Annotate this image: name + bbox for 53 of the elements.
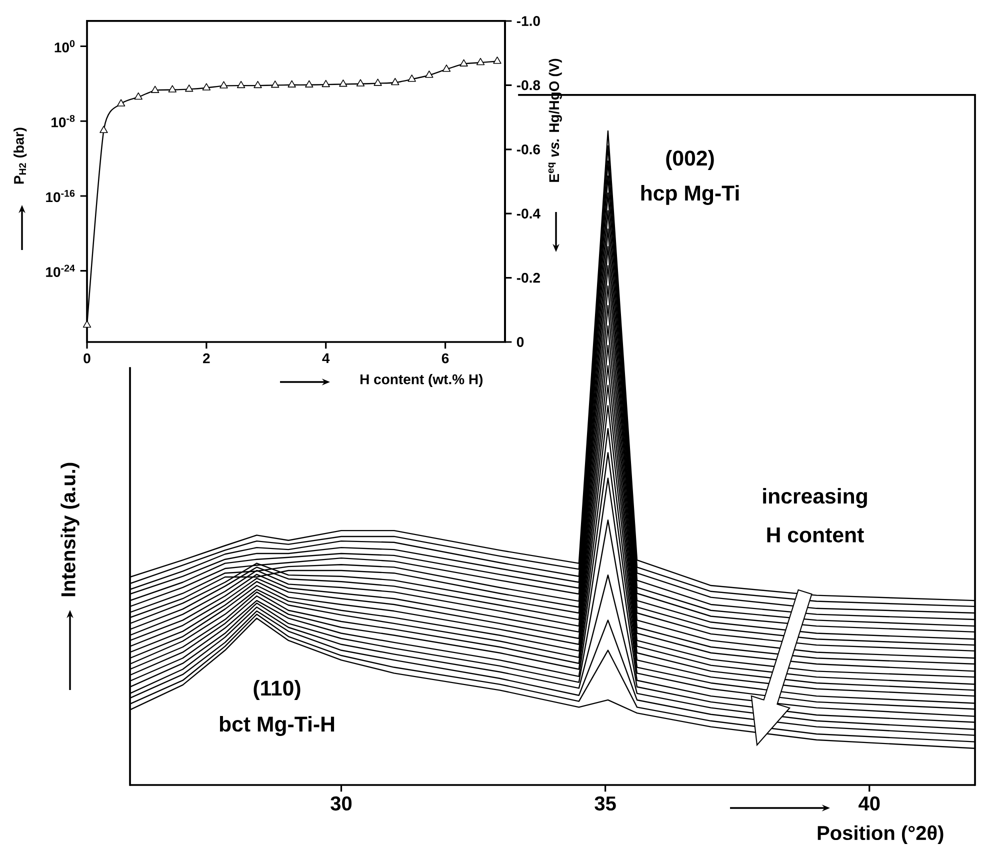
- point: [460, 59, 468, 66]
- point: [374, 78, 382, 86]
- point: [220, 81, 228, 88]
- point: [150, 86, 160, 93]
- point: [322, 80, 330, 88]
- y2-tick-label: -0.6: [516, 144, 540, 154]
- y2-tick-label: -0.8: [516, 80, 540, 90]
- point: [134, 92, 142, 100]
- point: [168, 85, 176, 92]
- y2-tick-label: -0.2: [516, 272, 540, 283]
- y-tick-label: 10$^{0}$: [54, 40, 75, 52]
- y2-tick-label: -0.4: [516, 208, 540, 219]
- x-tick-label: 2: [203, 353, 210, 364]
- point: [476, 58, 485, 66]
- y-tick-label: 10$^{-8}$: [52, 114, 75, 128]
- point: [442, 64, 451, 72]
- point: [202, 83, 211, 90]
- annotation: bct Mg-Ti-H: [220, 716, 334, 736]
- x-tick-label: 6: [442, 353, 449, 364]
- x-axis-title: Position (°2θ): [818, 825, 944, 844]
- point: [339, 79, 348, 87]
- point: [288, 80, 296, 88]
- y-tick-label: 10$^{-16}$: [46, 190, 75, 202]
- point: [82, 320, 92, 328]
- point: [356, 79, 365, 86]
- point: [100, 126, 108, 134]
- point: [305, 80, 314, 88]
- point: [116, 99, 126, 106]
- x-tick-label: 0: [84, 353, 90, 364]
- annotation: (110): [254, 680, 300, 700]
- y-axis-title: Intensity (a.u.): [60, 462, 80, 596]
- annotation: hcp Mg-Ti: [641, 185, 739, 205]
- x-tick-label: 40: [858, 796, 880, 811]
- point: [254, 80, 262, 88]
- y-tick-label: 10$^{-24}$: [46, 264, 75, 278]
- point: [391, 78, 400, 86]
- point: [271, 80, 280, 88]
- point: [425, 70, 434, 78]
- x-tick-label: 30: [330, 796, 352, 811]
- annotation: (002): [666, 150, 714, 170]
- point: [493, 56, 502, 64]
- y2-tick-label: -1.0: [516, 16, 540, 26]
- y2-tick-label: 0: [516, 337, 524, 347]
- point: [408, 74, 416, 82]
- annotation: increasing: [763, 488, 867, 508]
- annotation: H content: [767, 528, 864, 542]
- point: [236, 80, 246, 88]
- y2-axis-title: E$^{eq}$ vs. Hg/HgO (V): [548, 58, 562, 182]
- point: [185, 84, 194, 92]
- x-tick-label: 4: [322, 353, 330, 364]
- x-tick-label: 35: [594, 796, 616, 811]
- y-axis-title: P$_{H2}$ (bar): [14, 128, 27, 184]
- x-axis-title: H content (wt.% H): [360, 374, 483, 388]
